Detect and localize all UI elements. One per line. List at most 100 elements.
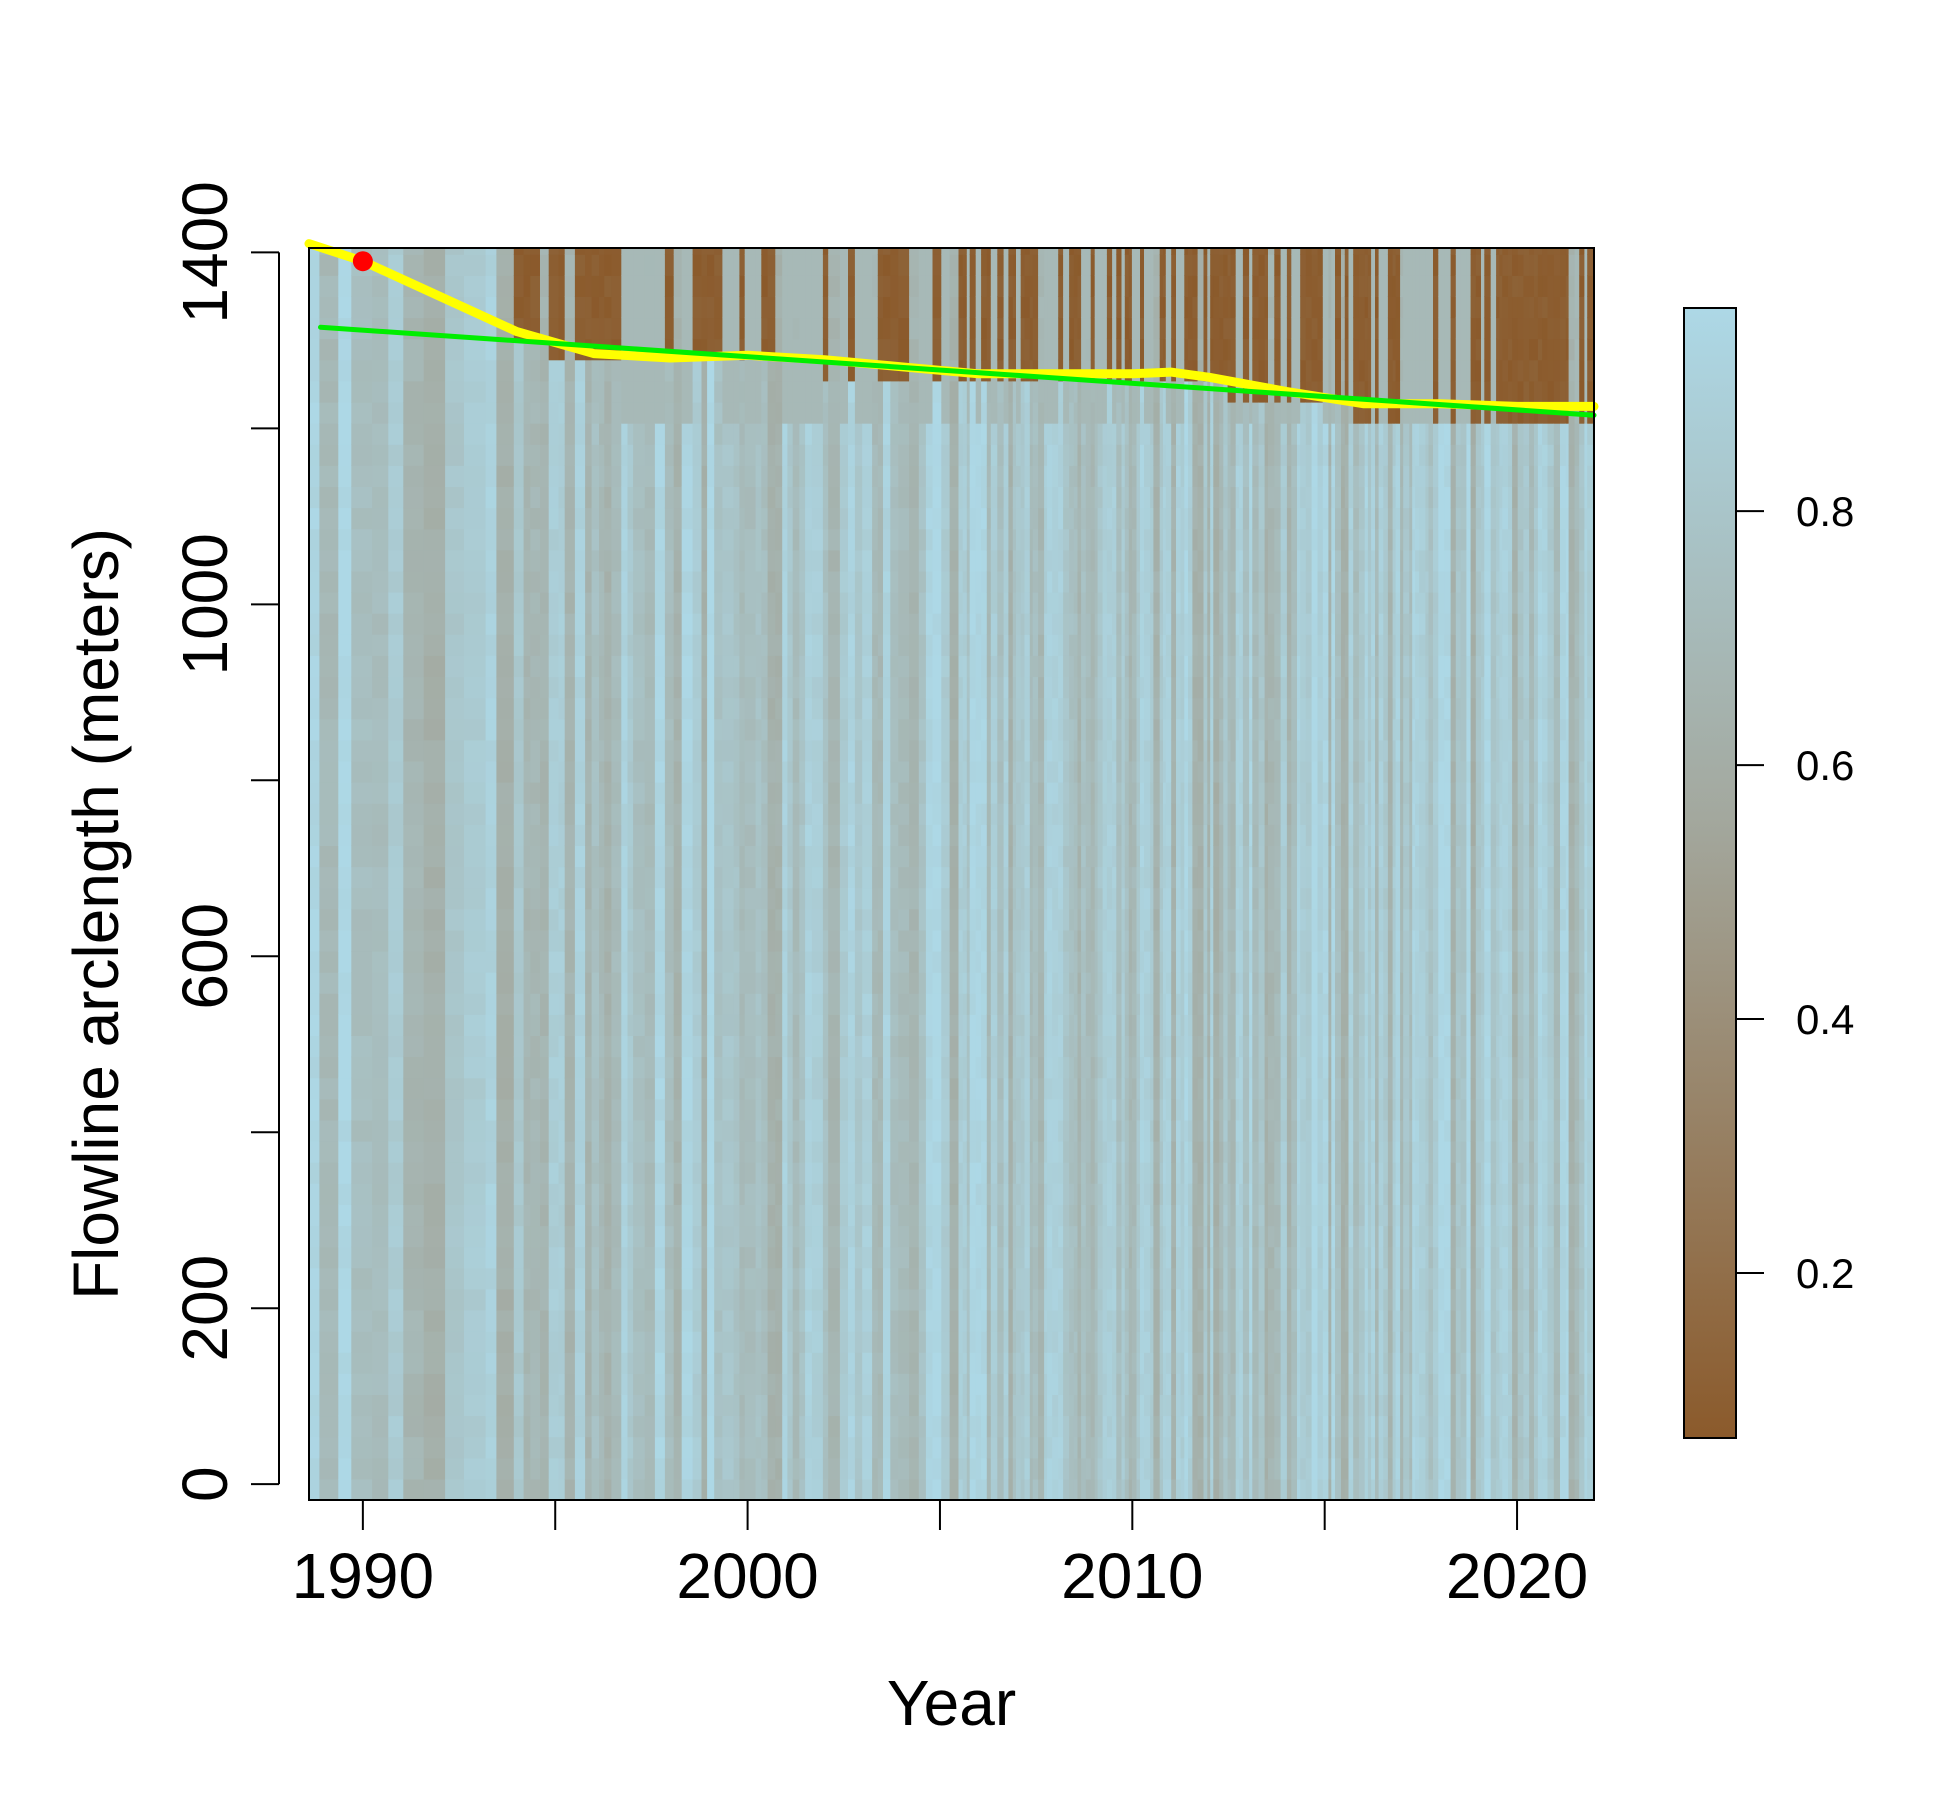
heatmap-cell [918,866,927,889]
heatmap-cell [1016,1014,1022,1036]
heatmap-cell [1016,908,1022,931]
heatmap-cell [744,676,757,699]
heatmap-cell [692,1035,703,1058]
heatmap-cell [423,718,446,741]
heatmap-cell [464,613,487,635]
heatmap-cell [445,1204,465,1227]
heatmap-cell [877,1457,884,1480]
heatmap-cell [309,1056,320,1079]
heatmap-cell [714,507,723,530]
heatmap-cell [513,275,525,297]
heatmap-cell [692,613,703,635]
heatmap-cell [338,1352,352,1374]
heatmap-cell [962,1331,968,1353]
heatmap-cell [564,929,576,952]
heatmap-cell [990,845,998,868]
heatmap-cell [787,824,794,846]
heatmap-cell [464,528,487,551]
heatmap-cell [540,1415,550,1438]
heatmap-cell [1016,1436,1022,1459]
heatmap-cell [890,1415,899,1438]
heatmap-cell [403,444,425,466]
heatmap-cell [839,465,849,487]
heatmap-cell [540,1162,550,1184]
heatmap-cell [654,248,666,255]
heatmap-cell [1029,1246,1034,1269]
heatmap-cell [714,1014,723,1036]
heatmap-cell [990,887,998,910]
heatmap-cell [755,1098,762,1121]
heatmap-cell [701,1457,708,1480]
heatmap-cell [707,380,715,403]
heatmap-cell [733,824,740,846]
heatmap-cell [909,402,920,424]
heatmap-cell [707,1077,715,1100]
heatmap-cell [997,1077,1005,1100]
heatmap-cell [319,972,339,994]
heatmap-cell [351,760,373,783]
heatmap-cell [644,1098,656,1121]
heatmap-cell [739,444,746,466]
heatmap-cell [1016,1457,1022,1480]
heatmap-cell [338,1457,352,1480]
heatmap-cell [548,1162,560,1184]
heatmap-cell [604,1225,612,1248]
heatmap-cell [877,1162,884,1184]
heatmap-cell [540,1056,550,1079]
heatmap-cell [877,1183,884,1205]
heatmap-cell [767,1098,776,1121]
heatmap-cell [739,760,746,783]
heatmap-cell [862,1204,873,1227]
heatmap-cell [338,718,352,741]
heatmap-cell [932,1331,942,1353]
heatmap-cell [403,1246,425,1269]
heatmap-cell [792,613,800,635]
heatmap-cell [966,1436,971,1459]
heatmap-cell [558,486,566,509]
heatmap-cell [633,1035,646,1058]
heatmap-cell [761,739,769,762]
heatmap-cell [513,929,525,952]
heatmap-cell [761,423,769,445]
heatmap-cell [997,275,1005,297]
heatmap-cell [496,1162,515,1184]
heatmap-cell [925,697,934,720]
heatmap-cell [932,402,942,424]
heatmap-cell [513,296,525,319]
heatmap-cell [530,1267,541,1290]
heatmap-cell [898,1394,910,1417]
heatmap-cell [611,782,622,804]
heatmap-cell [822,1014,829,1036]
heatmap-cell [351,613,373,635]
heatmap-cell [909,1246,920,1269]
heatmap-cell [898,1014,910,1036]
heatmap-cell [1003,951,1010,973]
heatmap-cell [673,845,683,868]
heatmap-cell [558,1310,566,1332]
heatmap-cell [548,1288,560,1311]
heatmap-cell [918,739,927,762]
heatmap-cell [890,803,899,825]
heatmap-cell [548,248,560,255]
heatmap-cell [787,760,794,783]
heatmap-cell [799,1394,806,1417]
heatmap-cell [664,613,675,635]
heatmap-cell [733,1288,740,1311]
heatmap-cell [969,486,977,509]
heatmap-cell [530,592,541,614]
heatmap-cell [423,697,446,720]
heatmap-cell [673,1267,683,1290]
heatmap-cell [862,465,873,487]
heatmap-cell [755,824,762,846]
heatmap-cell [681,1352,694,1374]
heatmap-cell [969,507,977,530]
heatmap-cell [918,634,927,656]
heatmap-cell [309,613,320,635]
heatmap-cell [918,1436,927,1459]
heatmap-cell [822,951,829,973]
heatmap-cell [782,1014,788,1036]
heatmap-cell [799,359,806,382]
heatmap-cell [932,1288,942,1311]
heatmap-cell [485,655,497,678]
heatmap-cell [909,592,920,614]
